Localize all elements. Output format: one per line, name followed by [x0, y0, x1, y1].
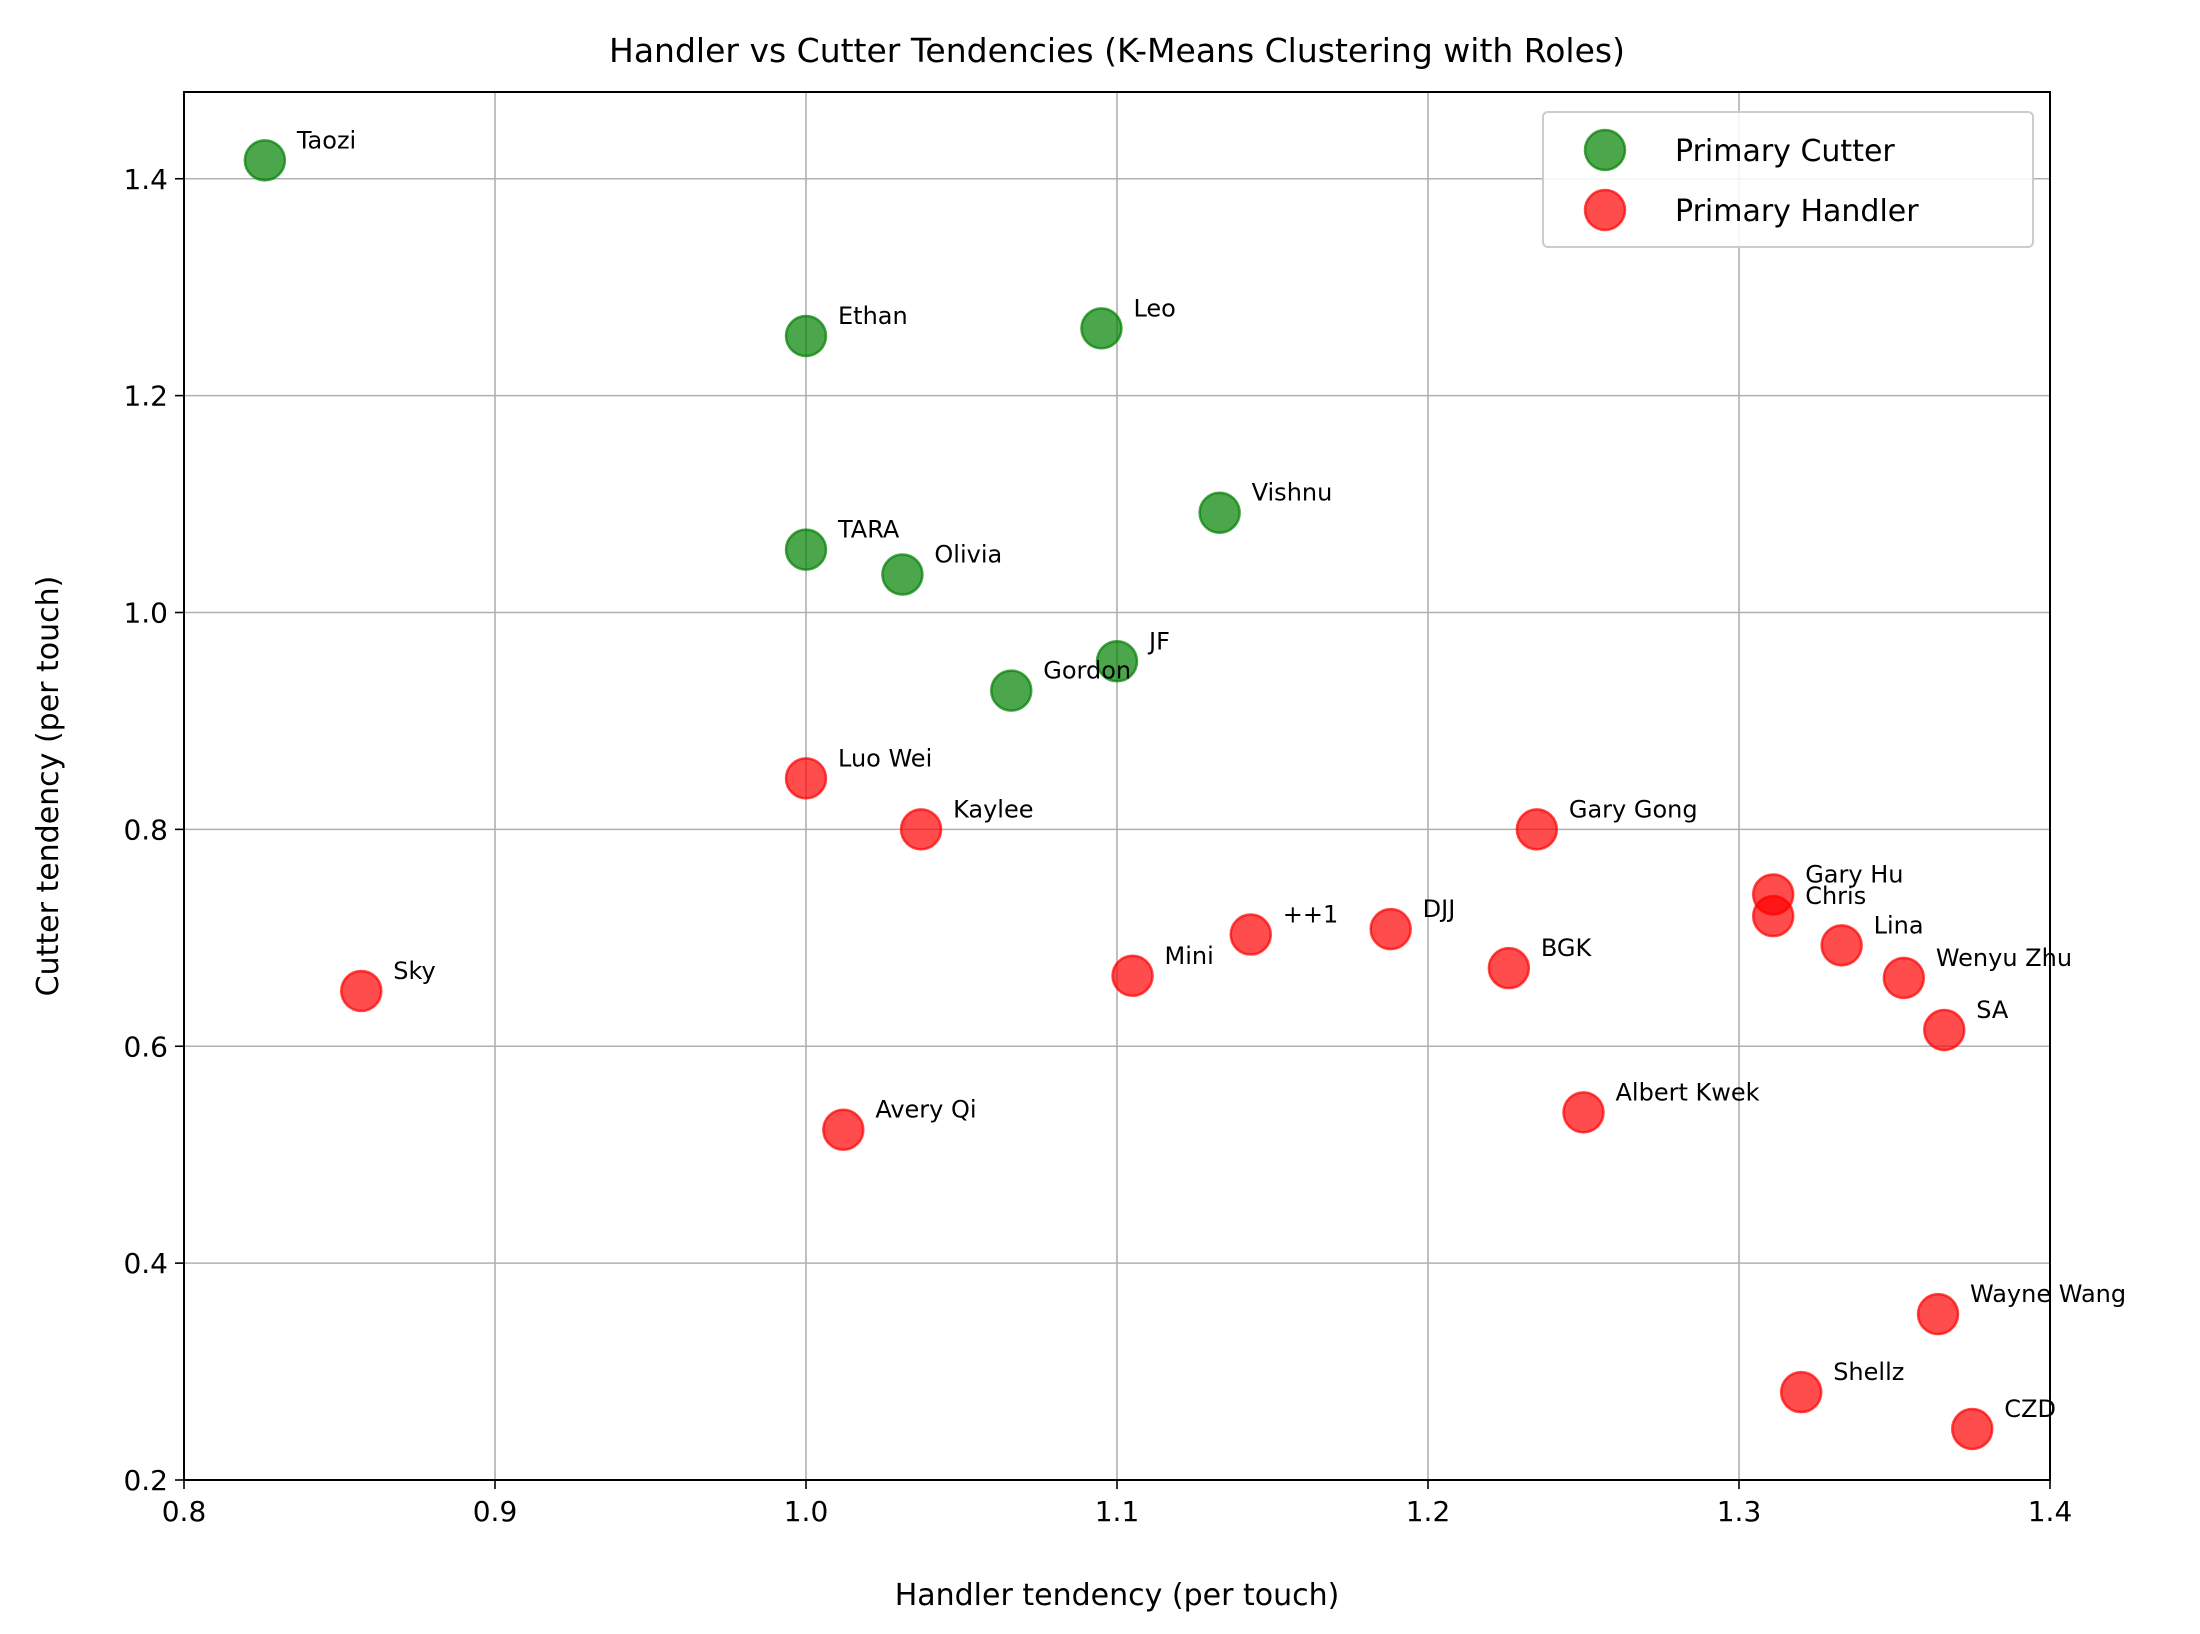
- data-point: [1487, 946, 1531, 990]
- data-point: [1080, 307, 1123, 350]
- legend: Primary Cutter Primary Handler: [1542, 111, 2034, 248]
- point-label: Ethan: [838, 302, 908, 330]
- point-label: Luo Wei: [838, 744, 932, 772]
- data-point: [1751, 894, 1795, 938]
- y-tick-label: 0.6: [123, 1030, 168, 1063]
- x-tick-label: 0.9: [473, 1495, 518, 1528]
- point-label: SA: [1976, 996, 2009, 1024]
- data-point: [1369, 907, 1412, 951]
- data-point: [1229, 913, 1272, 956]
- data-point: [1923, 1008, 1966, 1052]
- x-tick-label: 1.0: [784, 1495, 829, 1528]
- data-point: [1882, 956, 1926, 1000]
- data-point: [243, 139, 287, 182]
- legend-marker: [1583, 128, 1627, 172]
- y-tick-label: 1.2: [123, 380, 168, 413]
- data-point: [822, 1108, 865, 1151]
- point-label: CZD: [2004, 1395, 2056, 1423]
- point-label: Olivia: [934, 541, 1002, 569]
- x-axis-label: Handler tendency (per touch): [895, 1578, 1340, 1613]
- point-label: Albert Kwek: [1616, 1078, 1760, 1106]
- data-point: [1562, 1091, 1605, 1134]
- legend-box: [1542, 111, 2034, 248]
- point-label: Sky: [393, 957, 435, 985]
- data-point: [1951, 1407, 1994, 1451]
- point-label: Kaylee: [953, 795, 1033, 823]
- data-point: [784, 528, 828, 571]
- data-point: [1111, 954, 1154, 998]
- point-label: ++1: [1283, 901, 1339, 929]
- point-labels: Taozi Ethan Leo Vishnu TARA Olivia JF Gordon Luo…: [296, 126, 2126, 1423]
- y-tick-label: 1.4: [123, 163, 168, 196]
- point-label: TARA: [837, 516, 900, 544]
- y-tick-label: 0.8: [123, 813, 168, 846]
- x-tick-label: 1.3: [1717, 1495, 1762, 1528]
- point-label: Gary Hu: [1805, 860, 1903, 888]
- point-label: JF: [1147, 627, 1170, 655]
- x-tick-label: 0.8: [162, 1495, 207, 1528]
- legend-marker: [1583, 188, 1627, 232]
- data-point: [1198, 491, 1241, 534]
- point-label: Taozi: [296, 126, 356, 154]
- y-tick-label: 0.2: [123, 1464, 168, 1497]
- data-point: [881, 553, 924, 596]
- legend-label: Primary Handler: [1675, 194, 1919, 229]
- data-points: [243, 139, 1994, 1451]
- data-point: [1515, 808, 1559, 851]
- x-tick-label: 1.2: [1406, 1495, 1451, 1528]
- chart-title: Handler vs Cutter Tendencies (K-Means Cl…: [609, 31, 1625, 70]
- legend-label: Primary Cutter: [1675, 134, 1895, 169]
- point-label: Shellz: [1833, 1358, 1904, 1386]
- data-point: [1916, 1292, 1960, 1336]
- y-axis-label: Cutter tendency (per touch): [31, 576, 66, 997]
- x-tick-label: 1.4: [2028, 1495, 2073, 1528]
- point-label: Wayne Wang: [1970, 1280, 2126, 1308]
- point-label: DJJ: [1423, 895, 1456, 923]
- point-label: Gordon: [1043, 657, 1131, 685]
- point-label: Leo: [1133, 294, 1175, 322]
- x-axis-ticks: 0.8 0.9 1.0 1.1 1.2 1.3 1.4: [162, 1480, 2073, 1528]
- data-point: [1095, 640, 1139, 683]
- point-label: Gary Gong: [1569, 795, 1698, 823]
- y-axis-ticks: 0.2 0.4 0.6 0.8 1.0 1.2 1.4: [123, 163, 184, 1497]
- point-label: Vishnu: [1252, 479, 1333, 507]
- data-point: [1820, 924, 1863, 967]
- point-label: Chris: [1805, 882, 1866, 910]
- point-label: Wenyu Zhu: [1936, 944, 2072, 972]
- x-tick-label: 1.1: [1095, 1495, 1140, 1528]
- data-point: [784, 314, 828, 358]
- point-label: BGK: [1541, 934, 1593, 962]
- point-label: Avery Qi: [875, 1096, 976, 1124]
- data-point: [990, 669, 1033, 712]
- data-point: [784, 757, 828, 800]
- data-point: [340, 969, 383, 1013]
- point-label: Mini: [1165, 942, 1214, 970]
- point-label: Lina: [1874, 911, 1924, 939]
- plot-frame: [183, 91, 2051, 1481]
- y-tick-label: 1.0: [123, 597, 168, 630]
- y-tick-label: 0.4: [123, 1247, 168, 1280]
- data-point: [899, 808, 943, 851]
- data-point: [1779, 1370, 1823, 1414]
